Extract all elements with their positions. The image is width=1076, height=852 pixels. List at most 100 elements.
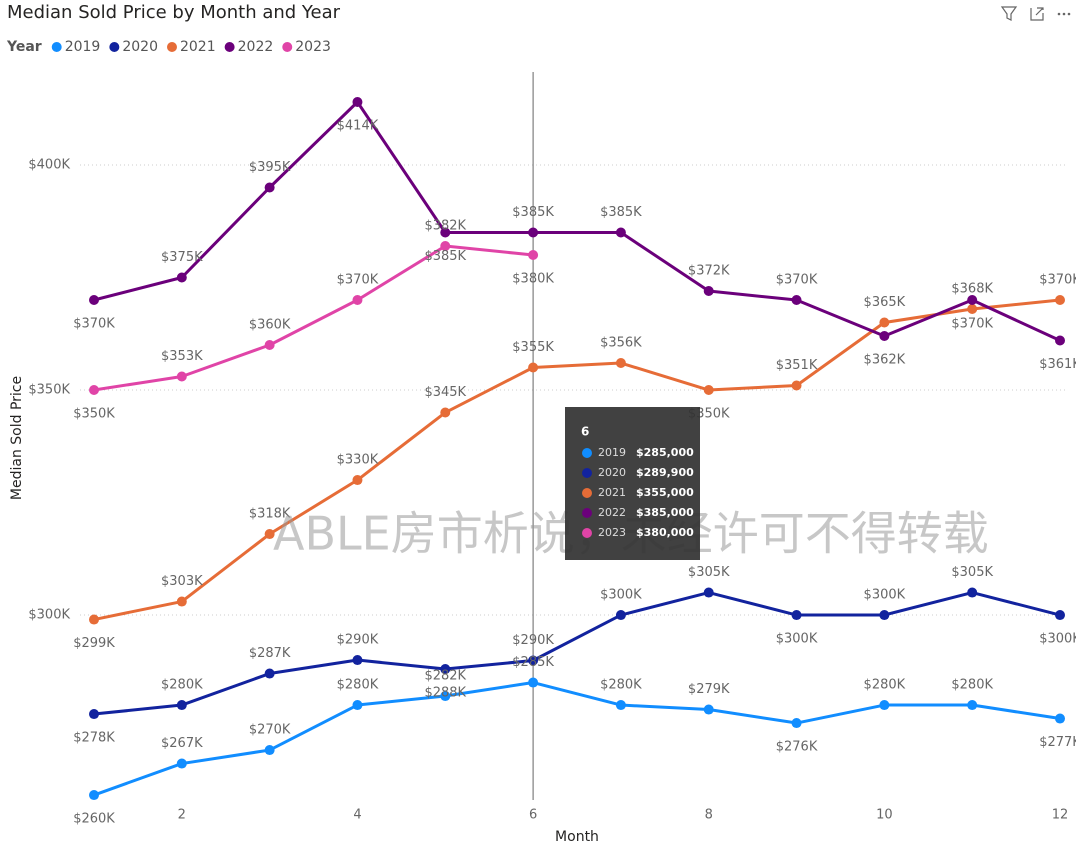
- data-point: [528, 250, 539, 261]
- data-label: $288K: [424, 686, 466, 701]
- data-label: $280K: [951, 678, 993, 693]
- data-point: [967, 587, 978, 598]
- series-line: [93, 100, 1061, 342]
- y-tick-label: $350K: [28, 383, 70, 398]
- legend-marker: [109, 42, 120, 52]
- data-label: $350K: [73, 407, 115, 422]
- series-line: [93, 298, 1061, 622]
- data-point: [791, 718, 802, 729]
- focus-icon[interactable]: [1030, 7, 1044, 21]
- data-label: $300K: [776, 632, 818, 647]
- data-point: [703, 385, 714, 396]
- data-point: [791, 610, 802, 621]
- data-label: $380K: [512, 272, 554, 287]
- data-label: $276K: [776, 740, 818, 755]
- data-label: $282K: [424, 669, 466, 684]
- data-label: $285K: [512, 655, 554, 670]
- x-tick-label: 8: [705, 808, 713, 823]
- data-point: [440, 241, 451, 252]
- data-label: $290K: [337, 633, 379, 648]
- data-point: [440, 691, 451, 702]
- filter-icon[interactable]: [1000, 6, 1018, 21]
- data-point: [528, 655, 539, 666]
- data-label: $279K: [688, 682, 730, 697]
- tooltip-marker: [582, 508, 592, 518]
- data-label: $353K: [161, 349, 203, 364]
- tooltip-name: 2020: [598, 466, 626, 479]
- data-label: $361K: [1039, 357, 1076, 372]
- data-label: $356K: [600, 336, 642, 351]
- data-point: [1055, 713, 1065, 724]
- data-label: $370K: [73, 317, 115, 332]
- data-label: $385K: [512, 205, 554, 220]
- data-label: $382K: [424, 219, 466, 234]
- data-label: $414K: [337, 119, 379, 134]
- data-label: $385K: [424, 249, 466, 264]
- data-label: $280K: [864, 678, 906, 693]
- data-point: [440, 227, 451, 238]
- tooltip-marker: [582, 468, 592, 478]
- data-point: [89, 295, 99, 306]
- data-point: [89, 790, 99, 801]
- more-icon[interactable]: [1057, 12, 1071, 16]
- data-point: [176, 371, 187, 382]
- data-label: $368K: [951, 282, 993, 297]
- data-label: $375K: [161, 250, 203, 265]
- data-label: $300K: [864, 588, 906, 603]
- data-label: $300K: [600, 588, 642, 603]
- legend-title: Year: [6, 39, 42, 55]
- data-point: [703, 704, 714, 715]
- data-point: [264, 340, 275, 351]
- data-point: [352, 97, 363, 108]
- data-point: [528, 362, 539, 373]
- tooltip-value: $380,000: [636, 526, 694, 539]
- tooltip-title: 6: [581, 425, 589, 439]
- data-point: [1055, 610, 1065, 621]
- data-point: [1055, 335, 1065, 346]
- chart-title: Median Sold Price by Month and Year: [7, 2, 341, 23]
- y-tick-label: $300K: [28, 608, 70, 623]
- data-point: [264, 529, 275, 540]
- data-point: [615, 227, 626, 238]
- data-point: [264, 745, 275, 756]
- legend-marker: [166, 42, 177, 52]
- tooltip-value: $385,000: [636, 506, 694, 519]
- data-label: $355K: [512, 340, 554, 355]
- x-tick-label: 10: [876, 808, 893, 823]
- data-point: [615, 610, 626, 621]
- data-label: $305K: [951, 565, 993, 580]
- x-tick-label: 4: [353, 808, 361, 823]
- data-point: [440, 407, 451, 418]
- data-point: [352, 700, 363, 711]
- data-label: $290K: [512, 633, 554, 648]
- tooltip-value: $289,900: [636, 466, 694, 479]
- legend-label: 2019: [65, 39, 101, 55]
- data-point: [264, 668, 275, 679]
- data-label: $365K: [864, 295, 906, 310]
- legend-marker: [282, 42, 293, 52]
- data-point: [615, 358, 626, 369]
- data-point: [352, 475, 363, 486]
- data-label: $330K: [337, 453, 379, 468]
- data-point: [879, 700, 890, 711]
- legend-label: 2023: [295, 39, 331, 55]
- data-label: $280K: [161, 678, 203, 693]
- data-label: $287K: [249, 646, 291, 661]
- x-tick-label: 2: [178, 808, 186, 823]
- data-point: [967, 295, 978, 306]
- data-point: [703, 286, 714, 297]
- y-axis-title: Median Sold Price: [9, 376, 25, 500]
- data-label: $280K: [337, 678, 379, 693]
- data-point: [879, 317, 890, 328]
- x-axis-title: Month: [555, 829, 599, 845]
- data-point: [703, 587, 714, 598]
- toolbar: [1000, 6, 1071, 21]
- data-label: $303K: [161, 574, 203, 589]
- data-point: [791, 295, 802, 306]
- data-label: $345K: [424, 385, 466, 400]
- data-point: [352, 295, 363, 306]
- data-point: [89, 614, 99, 625]
- legend-label: 2022: [238, 39, 274, 55]
- data-point: [264, 182, 275, 193]
- data-label: $270K: [249, 723, 291, 738]
